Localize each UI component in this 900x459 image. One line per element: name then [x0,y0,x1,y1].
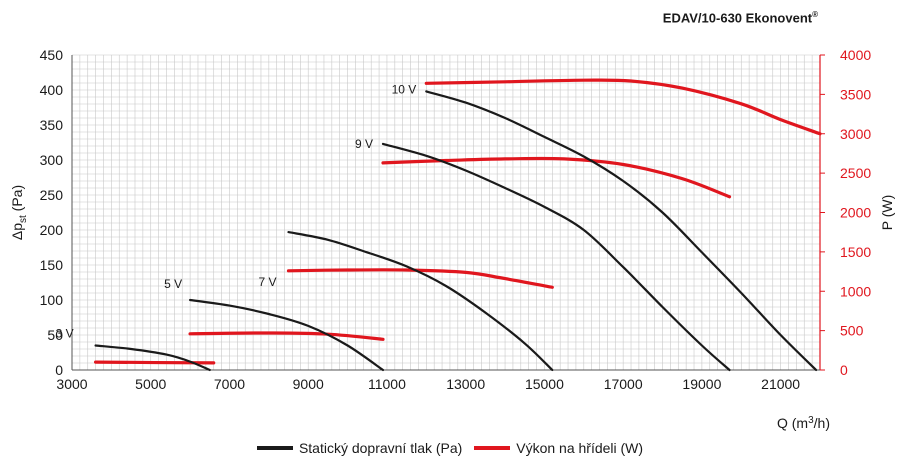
x-tick-label: 17000 [604,376,643,392]
curve-label-10v: 10 V [392,82,417,96]
x-tick-label: 7000 [214,376,245,392]
x-tick-label: 9000 [293,376,324,392]
power-curve-10v [424,78,822,136]
y-left-tick-label: 100 [40,292,64,308]
pressure-curve-10v [425,90,818,372]
legend-label-power: Výkon na hřídeli (W) [516,440,644,456]
x-tick-label: 19000 [682,376,721,392]
grid-lines [71,54,821,371]
curve-labels: 3 V 5 V 7 V 9 V 10 V [56,82,417,340]
x-tick-label: 3000 [56,376,87,392]
legend-swatch-pressure [256,446,293,450]
legend: Statický dopravní tlak (Pa) Výkon na hří… [0,437,900,456]
x-tick-label: 11000 [368,376,406,392]
y-left-tick-label: 450 [40,47,64,63]
power-curve-7v [286,268,554,289]
pressure-curve-3v [94,344,211,372]
x-tick-label: 21000 [761,376,800,392]
curve-label-9v: 9 V [355,137,373,151]
x-tick-label: 15000 [525,376,564,392]
power-curve-9v [381,156,732,199]
y-left-tick-label: 0 [55,362,63,378]
pressure-curve-7v [287,231,554,372]
y-axis-label-right: P (W) [879,195,895,231]
x-tick-label: 13000 [446,376,485,392]
y-right-tick-label: 1500 [840,244,871,260]
chart-title: EDAV/10-630 Ekonovent® [662,10,818,26]
y-right-tick-label: 3000 [840,126,871,142]
legend-item-power: Výkon na hřídeli (W) [474,440,643,456]
y-left-tick-label: 50 [47,327,63,343]
y-right-tick-label: 2500 [840,165,871,181]
y-right-tick-label: 500 [840,323,864,339]
y-left-tick-label: 150 [40,257,64,273]
y-left-tick-label: 350 [40,117,64,133]
curve-label-5v: 5 V [164,277,182,291]
curves [94,78,822,372]
y-right-tick-label: 4000 [840,47,871,63]
curve-label-3v: 3 V [56,327,74,341]
y-right-tick-label: 1000 [840,283,871,299]
y-right-tick-label: 2000 [840,205,871,221]
curve-label-7v: 7 V [259,275,277,289]
tick-labels: 3000 5000 7000 9000 11000 13000 15000 17000 1900… [40,47,872,392]
y-left-tick-label: 300 [40,152,64,168]
y-right-tick-label: 0 [840,362,848,378]
power-curve-5v [188,331,385,341]
y-left-tick-label: 400 [40,82,64,98]
pressure-curve-9v [381,142,731,372]
power-curve-3v [94,360,216,365]
legend-label-pressure: Statický dopravní tlak (Pa) [298,440,463,456]
y-axis-label-left: Δpst (Pa) [9,185,29,240]
axes [71,54,825,371]
x-axis-label: Q (m3/h) [777,415,830,431]
pressure-curve-5v [189,298,385,372]
y-left-tick-label: 200 [40,222,64,238]
y-right-tick-label: 3500 [840,86,871,102]
legend-item-pressure: Statický dopravní tlak (Pa) [256,440,463,456]
x-tick-label: 5000 [135,376,166,392]
y-left-tick-label: 250 [40,187,64,203]
legend-swatch-power [474,446,511,450]
